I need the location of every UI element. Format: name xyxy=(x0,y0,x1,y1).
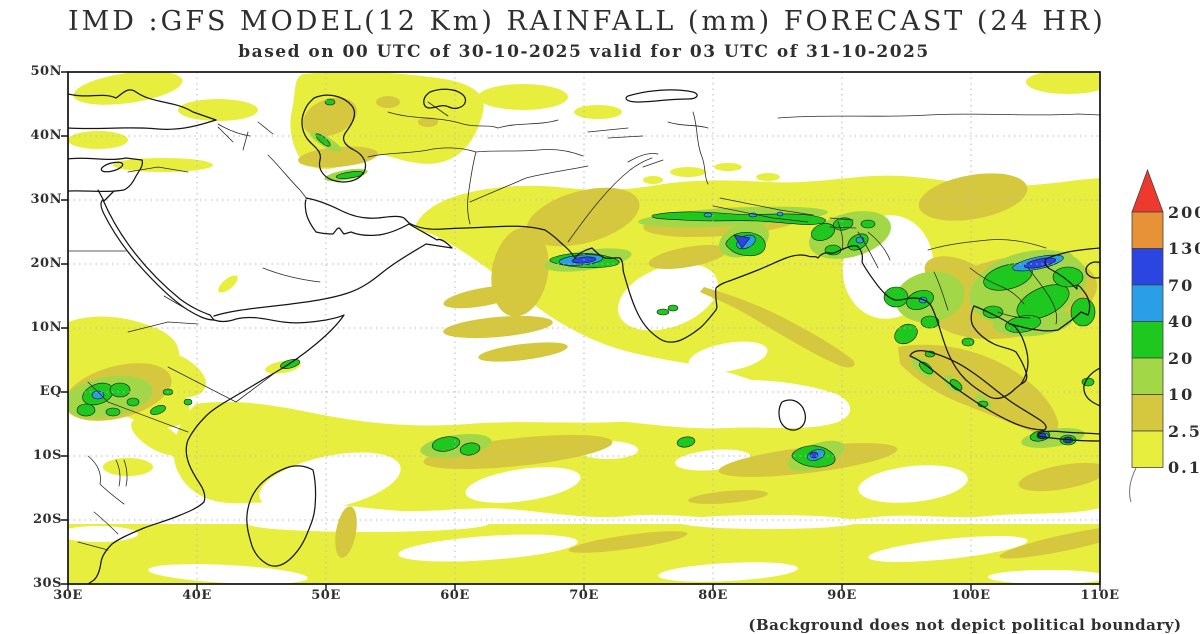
xtick-70e: 70E xyxy=(569,588,599,603)
cblabel-2p5: 2.5 xyxy=(1168,422,1200,441)
xtick-110e: 110E xyxy=(1080,588,1120,603)
background-disclaimer-note: (Background does not depict political bo… xyxy=(748,616,1182,634)
xtick-30e: 30E xyxy=(53,588,83,603)
colorbar xyxy=(1129,168,1164,503)
xtick-90e: 90E xyxy=(827,588,857,603)
xtick-100e: 100E xyxy=(951,588,991,603)
cblabel-200: 200 xyxy=(1168,203,1200,222)
ytick-10s: 10S xyxy=(33,448,62,463)
ytick-20n: 20N xyxy=(30,256,62,271)
cblabel-20: 20 xyxy=(1168,349,1195,368)
ytick-10n: 10N xyxy=(30,320,62,335)
xtick-50e: 50E xyxy=(311,588,341,603)
cblabel-70: 70 xyxy=(1168,276,1195,295)
xtick-60e: 60E xyxy=(440,588,470,603)
map-frame xyxy=(61,71,1101,591)
ytick-20s: 20S xyxy=(33,512,62,527)
page-title: IMD :GFS MODEL(12 Km) RAINFALL (mm) FORE… xyxy=(68,6,1106,37)
ytick-eq: EQ xyxy=(39,384,62,399)
cblabel-0p1: 0.1 xyxy=(1168,458,1200,477)
colorbar-arrow xyxy=(1131,168,1164,213)
xtick-80e: 80E xyxy=(698,588,728,603)
ytick-50n: 50N xyxy=(30,64,62,79)
coastlines xyxy=(68,88,1100,584)
ytick-30n: 30N xyxy=(30,192,62,207)
rain-layer-gaps xyxy=(68,215,1100,584)
ytick-40n: 40N xyxy=(30,128,62,143)
xtick-40e: 40E xyxy=(182,588,212,603)
ytick-30s: 30S xyxy=(33,576,62,591)
cblabel-130: 130 xyxy=(1168,239,1200,258)
page-subtitle: based on 00 UTC of 30-10-2025 valid for … xyxy=(238,42,930,62)
cblabel-40: 40 xyxy=(1168,312,1195,331)
cblabel-10: 10 xyxy=(1168,385,1195,404)
country-borders xyxy=(68,101,1100,551)
